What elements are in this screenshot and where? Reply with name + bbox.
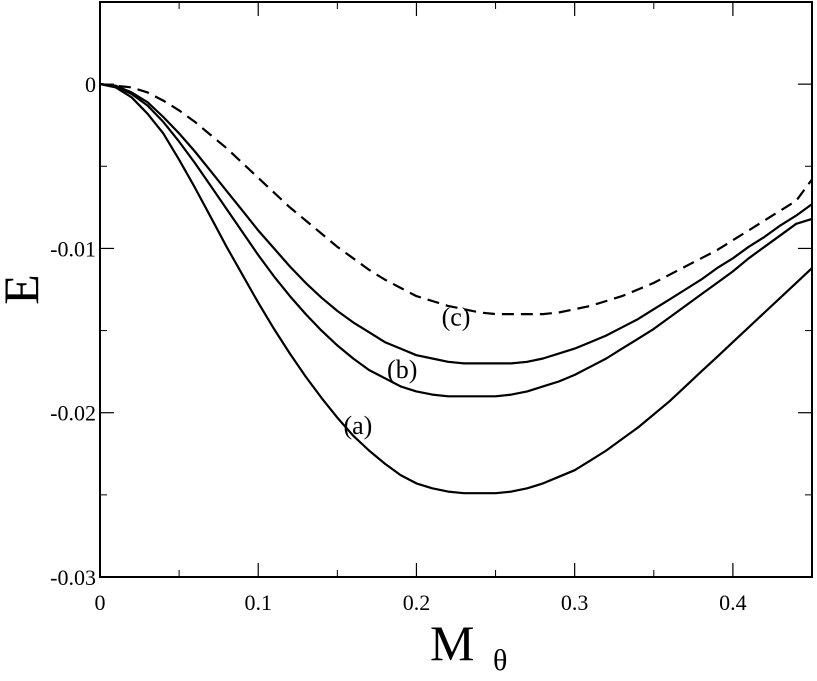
- x-axis-title: M θ: [430, 615, 507, 677]
- y-tick-label: 0: [85, 72, 96, 97]
- x-tick-label: 0: [95, 590, 106, 615]
- curve-annotations: (c) (b) (a): [343, 303, 470, 440]
- curves: [99, 83, 813, 495]
- tick-labels: 0 0.1 0.2 0.3 0.4 0 -0.01 -0.02 -0.03: [50, 72, 746, 615]
- curve-label: (c): [442, 303, 471, 332]
- x-axis-title-subscript: θ: [493, 644, 507, 677]
- y-tick-label: -0.01: [50, 236, 96, 261]
- curve-b: [99, 83, 813, 398]
- x-tick-label: 0.2: [403, 590, 431, 615]
- y-tick-label: -0.03: [50, 565, 96, 590]
- curve-a: [99, 83, 813, 495]
- x-axis-title-main: M: [430, 615, 474, 671]
- curve-label: (a): [343, 411, 372, 440]
- curve-c: [99, 83, 813, 365]
- y-tick-label: -0.02: [50, 401, 96, 426]
- curve-label: (b): [387, 355, 417, 384]
- x-tick-label: 0.1: [244, 590, 272, 615]
- y-axis-title: E: [0, 274, 49, 305]
- curve-dashed: [99, 83, 813, 316]
- axis-ticks: [99, 2, 812, 578]
- x-tick-label: 0.4: [719, 590, 747, 615]
- plot-frame: [99, 1, 813, 578]
- x-tick-label: 0.3: [561, 590, 589, 615]
